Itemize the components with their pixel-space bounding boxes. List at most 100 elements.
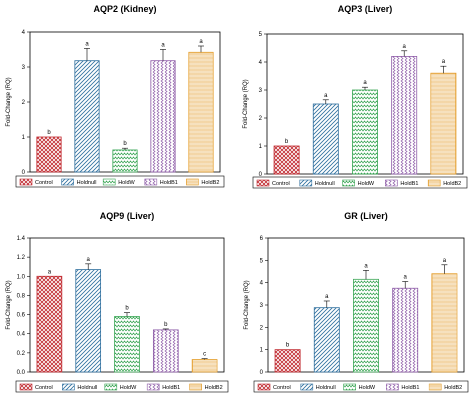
significance-letter: b xyxy=(47,130,51,136)
y-tick-label: 1.0 xyxy=(17,274,26,280)
y-tick-label: 0.0 xyxy=(17,370,26,376)
legend-swatch-holdb2 xyxy=(186,178,199,186)
significance-letter: a xyxy=(443,258,447,264)
legend-swatch-holdb1 xyxy=(386,383,399,391)
y-tick-label: 6 xyxy=(260,236,264,242)
chart-panel-4: GR (Liver) Fold-Change (RQ) 0 1 2 3 4 5 6 b a a a a Co… xyxy=(244,211,469,393)
bar-control xyxy=(274,349,301,373)
bar-holdnull xyxy=(312,103,339,175)
legend-label: HoldW xyxy=(120,385,137,391)
significance-letter: a xyxy=(363,80,367,86)
significance-letter: a xyxy=(324,93,328,99)
y-tick-label: 1 xyxy=(259,144,263,150)
legend-label: HoldB1 xyxy=(160,180,178,186)
y-axis-label: Fold-Change (RQ) xyxy=(243,79,249,128)
bar-holdw xyxy=(112,149,138,173)
legend-swatch-holdnull xyxy=(300,383,314,391)
y-tick-label: 3 xyxy=(22,65,26,71)
chart-panel-1: AQP2 (Kidney) Fold-Change (RQ) 0 1 2 3 4 b a b a a C… xyxy=(6,4,225,188)
bar-holdb1 xyxy=(391,56,418,175)
chart-title: AQP9 (Liver) xyxy=(100,211,155,221)
y-axis-label: Fold-Change (RQ) xyxy=(6,77,12,126)
y-axis-label: Fold-Change (RQ) xyxy=(244,280,250,329)
legend-label: Control xyxy=(35,180,53,186)
y-tick-label: 1 xyxy=(260,348,264,354)
legend: Control Holdnull HoldW HoldB1 HoldB2 xyxy=(252,176,468,189)
legend-box xyxy=(252,176,468,189)
legend-label: HoldW xyxy=(358,181,375,187)
y-tick-label: 0.6 xyxy=(17,313,26,319)
bar-holdb1 xyxy=(392,287,419,373)
bar-control xyxy=(273,145,300,175)
y-tick-label: 4 xyxy=(260,281,264,287)
legend-label: HoldB1 xyxy=(401,385,419,391)
chart-title: AQP3 (Liver) xyxy=(338,4,393,14)
y-tick-label: 3 xyxy=(260,303,264,309)
y-tick-label: 3 xyxy=(259,88,263,94)
y-tick-label: 4 xyxy=(22,30,26,36)
y-tick-label: 0 xyxy=(22,170,26,176)
legend: Control Holdnull HoldW HoldB1 HoldB2 xyxy=(15,380,229,393)
y-tick-label: 1.4 xyxy=(17,236,26,242)
bar-holdw xyxy=(352,89,378,175)
bar-holdnull xyxy=(313,307,340,373)
chart-title: GR (Liver) xyxy=(344,211,388,221)
y-axis-label: Fold-Change (RQ) xyxy=(6,280,12,329)
significance-letter: b xyxy=(285,139,289,145)
legend-swatch-holdb2 xyxy=(428,383,442,391)
bar-control xyxy=(36,275,63,373)
significance-letter: c xyxy=(203,352,206,358)
bar-holdb2 xyxy=(191,359,218,373)
legend: Control Holdnull HoldW HoldB1 HoldB2 xyxy=(253,380,469,393)
significance-letter: b xyxy=(123,141,127,147)
legend-swatch-holdb1 xyxy=(144,178,158,186)
y-tick-label: 4 xyxy=(259,60,263,66)
significance-letter: a xyxy=(87,257,91,263)
y-tick-label: 0.4 xyxy=(17,332,26,338)
chart-panel-2: AQP3 (Liver) Fold-Change (RQ) 0 1 2 3 4 5 b a a a a C… xyxy=(243,4,468,189)
y-tick-label: 5 xyxy=(260,258,264,264)
legend-swatch-holdw xyxy=(342,179,355,187)
legend-label: Control xyxy=(35,385,53,391)
legend-label: Control xyxy=(273,385,291,391)
y-tick-label: 1.2 xyxy=(17,255,26,261)
bar-control xyxy=(36,136,62,173)
significance-letter: a xyxy=(161,43,165,49)
legend-swatch-holdnull xyxy=(61,178,74,186)
bar-holdw xyxy=(114,316,140,373)
legend-box xyxy=(253,380,469,393)
bar-holdb2 xyxy=(431,273,458,373)
significance-letter: a xyxy=(48,269,52,275)
legend-swatch-control xyxy=(257,383,271,391)
bar-holdb1 xyxy=(152,329,179,373)
legend-swatch-holdb2 xyxy=(189,383,202,391)
legend-swatch-holdnull xyxy=(299,179,313,187)
bar-holdw xyxy=(353,278,379,373)
legend-swatch-holdnull xyxy=(62,383,75,391)
legend-label: Holdnull xyxy=(77,180,97,186)
significance-letter: a xyxy=(364,263,368,269)
bar-holdb2 xyxy=(188,51,214,173)
bar-holdnull xyxy=(75,269,102,373)
y-tick-label: 2 xyxy=(260,325,264,331)
legend-label: Control xyxy=(272,181,290,187)
legend-swatch-control xyxy=(256,179,270,187)
y-tick-label: 2 xyxy=(259,116,263,122)
y-tick-label: 2 xyxy=(22,100,26,106)
significance-letter: a xyxy=(404,275,408,281)
legend: Control Holdnull HoldW HoldB1 HoldB2 xyxy=(15,175,225,188)
significance-letter: a xyxy=(199,39,203,45)
legend-swatch-holdb1 xyxy=(385,179,398,187)
legend-label: HoldB1 xyxy=(400,181,418,187)
legend-label: Holdnull xyxy=(315,181,335,187)
significance-letter: b xyxy=(164,322,168,328)
significance-letter: b xyxy=(125,306,129,312)
y-tick-label: 1 xyxy=(22,135,26,141)
chart-title: AQP2 (Kidney) xyxy=(93,4,156,14)
legend-swatch-holdb2 xyxy=(427,179,441,187)
legend-label: HoldB1 xyxy=(162,385,180,391)
legend-swatch-holdw xyxy=(102,178,116,186)
legend-box xyxy=(15,175,225,188)
legend-label: HoldW xyxy=(359,385,376,391)
legend-label: Holdnull xyxy=(77,385,97,391)
